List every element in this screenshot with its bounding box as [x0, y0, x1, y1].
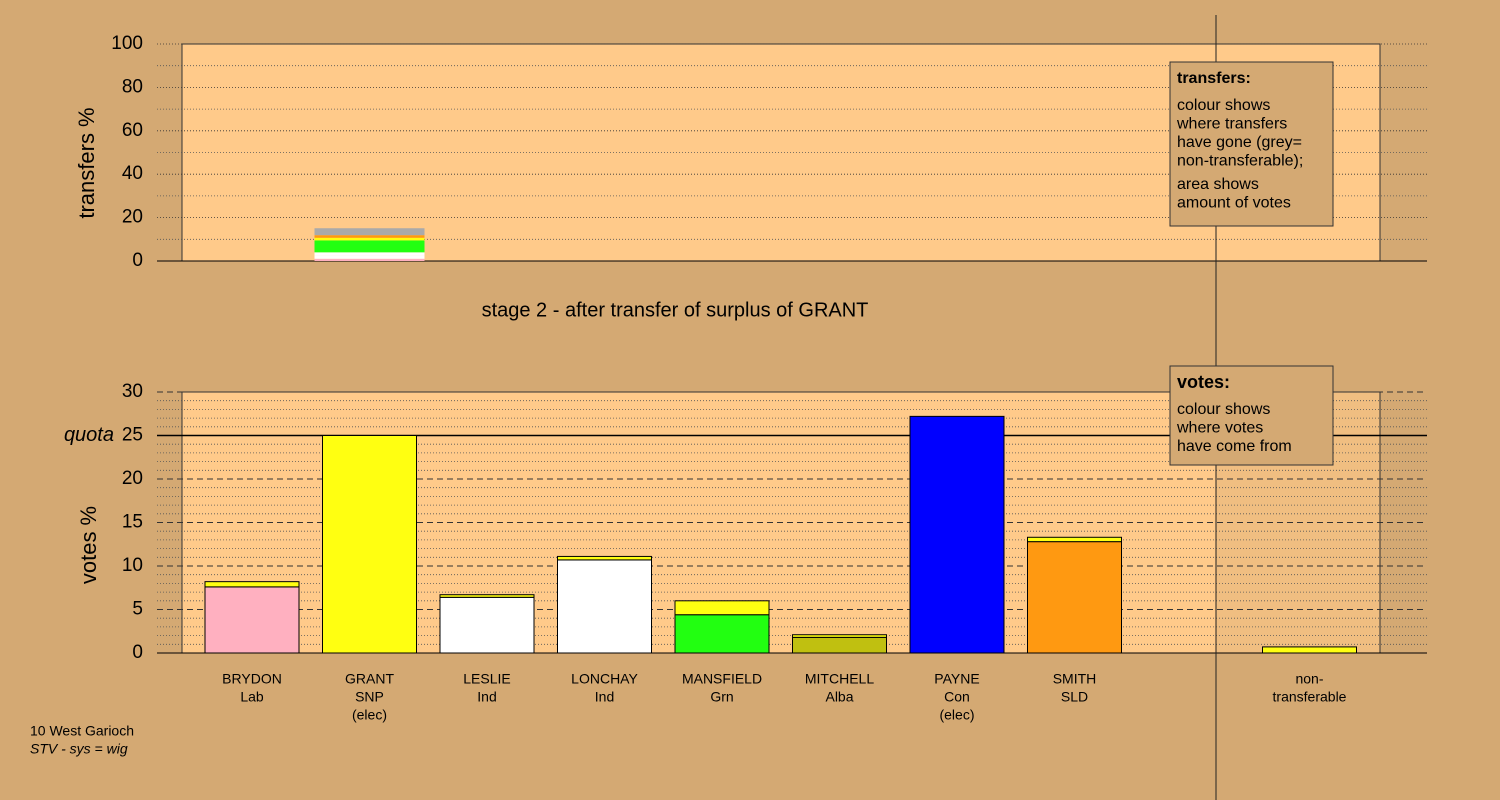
x-tick-label: BRYDON: [222, 671, 282, 687]
y-tick-label: 60: [122, 120, 143, 141]
marks: [204, 228, 1357, 654]
x-tick-label: LESLIE: [463, 671, 510, 687]
transfer-segment: [314, 252, 425, 256]
legend-text: where transfers: [1176, 116, 1287, 133]
footer: STV - sys = wig: [30, 741, 128, 757]
transfer-segment: [314, 228, 425, 236]
x-tick-label: Lab: [240, 689, 264, 705]
bar-segment: [439, 596, 535, 654]
x-tick-label: (elec): [352, 707, 387, 723]
bar-segment: [1262, 646, 1357, 654]
bar-segment: [909, 415, 1005, 654]
quota-label: quota: [64, 424, 114, 446]
y-tick-label: 5: [132, 599, 143, 620]
y-tick-label: 0: [132, 250, 143, 271]
x-tick-label: Alba: [825, 689, 853, 705]
bar-segment: [557, 555, 652, 561]
y-tick-label: 30: [122, 381, 143, 402]
legend-text: have gone (grey=: [1177, 134, 1302, 151]
bar-segment: [1027, 536, 1122, 543]
x-tick-label: Ind: [595, 689, 614, 705]
y-tick-label: 0: [132, 642, 143, 663]
legend-text: colour shows: [1177, 97, 1270, 114]
x-tick-label: (elec): [939, 707, 974, 723]
y-tick-label: 80: [122, 76, 143, 97]
bar-segment: [557, 559, 652, 654]
x-tick-label: Grn: [710, 689, 733, 705]
legend-text: where votes: [1176, 420, 1263, 437]
x-tick-label: Ind: [477, 689, 496, 705]
x-tick-label: Con: [944, 689, 970, 705]
stage-title: stage 2 - after transfer of surplus of G…: [482, 299, 869, 321]
y-tick-label: 20: [122, 207, 143, 228]
bar-segment: [204, 581, 300, 588]
legend-text: area shows: [1177, 176, 1259, 193]
x-tick-label: non-: [1295, 671, 1323, 687]
bar-segment: [674, 614, 770, 654]
x-tick-label: MITCHELL: [805, 671, 874, 687]
bar-segment: [1027, 541, 1122, 654]
bar-segment: [792, 636, 887, 654]
bar-segment: [674, 600, 770, 616]
transfer-segment: [314, 258, 425, 261]
footer: 10 West Garioch: [30, 723, 134, 739]
legend-box: [1169, 365, 1334, 466]
y-tick-label: 25: [122, 425, 143, 446]
bar-segment: [322, 435, 417, 654]
bar-segment: [439, 594, 535, 598]
legend-box: [1169, 61, 1334, 227]
x-tick-label: PAYNE: [934, 671, 979, 687]
legend-text: colour shows: [1177, 401, 1270, 418]
bar-segment: [204, 586, 300, 654]
transfer-segment: [314, 235, 425, 238]
x-tick-label: GRANT: [345, 671, 394, 687]
y-axis-title: votes %: [76, 506, 101, 584]
x-tick-label: SNP: [355, 689, 384, 705]
legend-text: have come from: [1177, 438, 1292, 455]
legend-text: non-transferable);: [1177, 153, 1303, 170]
x-tick-label: SMITH: [1053, 671, 1097, 687]
legend-title: transfers:: [1177, 70, 1251, 87]
y-tick-label: 100: [111, 33, 143, 54]
transfer-segment: [314, 240, 425, 253]
x-tick-label: transferable: [1273, 689, 1347, 705]
y-tick-label: 20: [122, 468, 143, 489]
y-tick-label: 15: [122, 512, 143, 533]
x-tick-label: SLD: [1061, 689, 1088, 705]
legend-text: amount of votes: [1177, 195, 1291, 212]
transfer-segment: [314, 255, 425, 259]
y-axis-title: transfers %: [74, 107, 99, 218]
transfer-segment: [314, 237, 425, 241]
x-tick-label: LONCHAY: [571, 671, 638, 687]
legend-title: votes:: [1177, 372, 1230, 392]
y-tick-label: 10: [122, 555, 143, 576]
x-tick-label: MANSFIELD: [682, 671, 762, 687]
y-tick-label: 40: [122, 163, 143, 184]
bar-segment: [792, 634, 887, 638]
